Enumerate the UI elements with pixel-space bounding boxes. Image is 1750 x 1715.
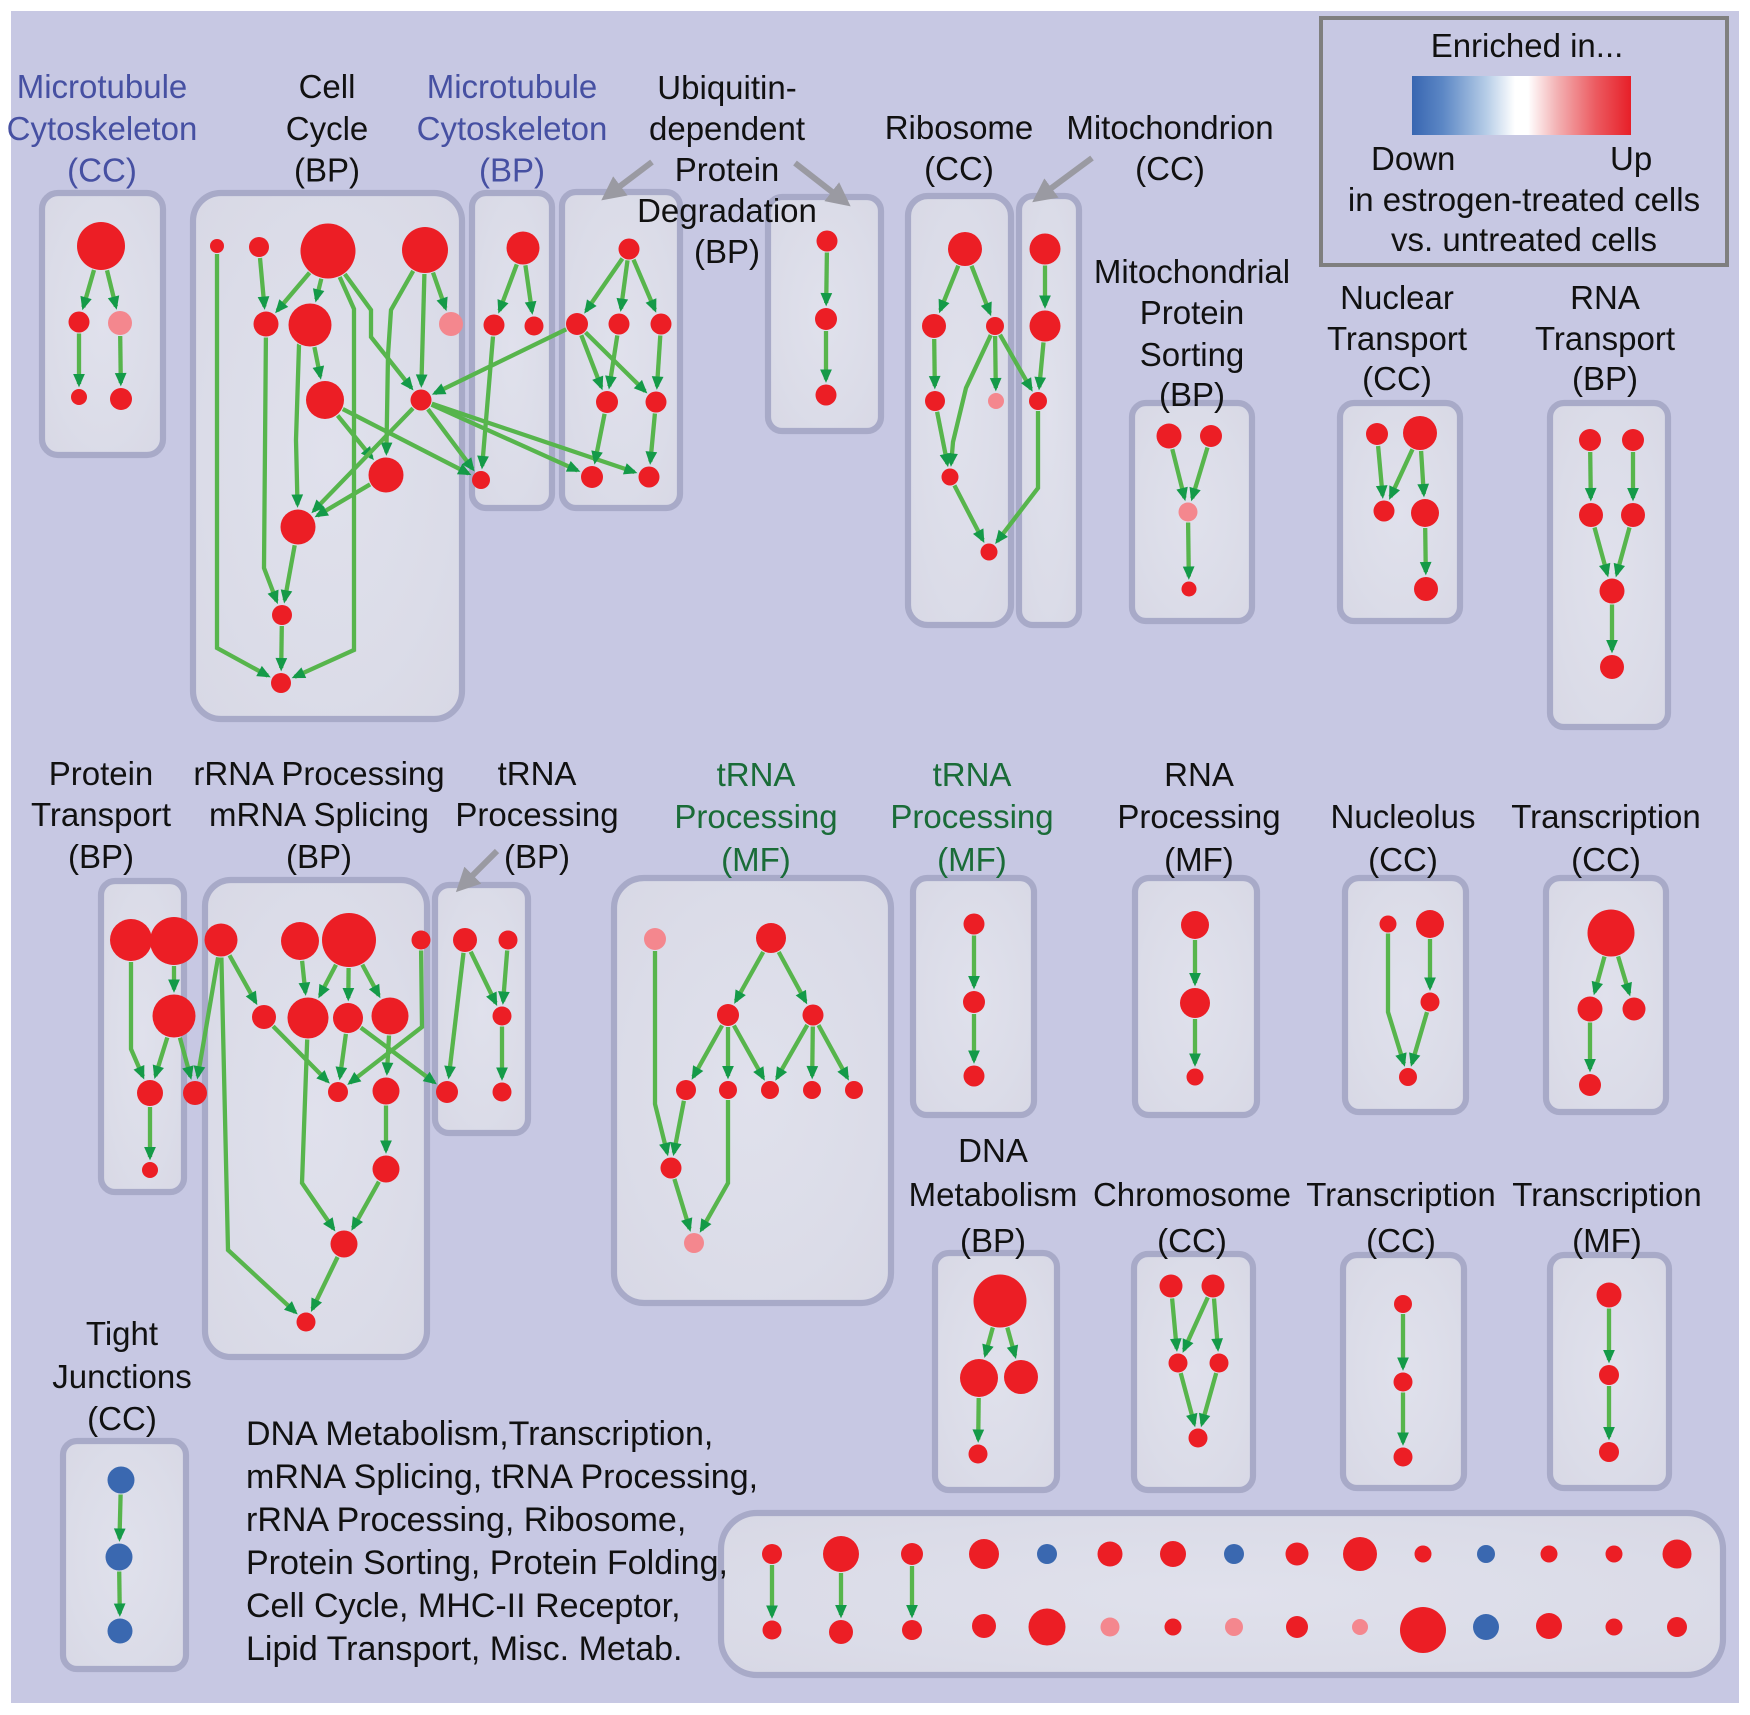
- svg-text:Chromosome: Chromosome: [1093, 1176, 1291, 1213]
- svg-text:Transport: Transport: [31, 796, 171, 833]
- svg-text:(MF): (MF): [1572, 1222, 1642, 1259]
- svg-text:RNA: RNA: [1164, 756, 1234, 793]
- svg-text:Cytoskeleton: Cytoskeleton: [7, 110, 198, 147]
- svg-text:Cytoskeleton: Cytoskeleton: [417, 110, 608, 147]
- svg-text:DNA: DNA: [958, 1132, 1028, 1169]
- svg-text:RNA: RNA: [1570, 279, 1640, 316]
- svg-text:(MF): (MF): [1164, 841, 1234, 878]
- svg-text:Cell Cycle, MHC-II Receptor,: Cell Cycle, MHC-II Receptor,: [246, 1587, 681, 1625]
- svg-text:Transport: Transport: [1327, 320, 1467, 357]
- svg-text:(CC): (CC): [1571, 841, 1641, 878]
- svg-text:tRNA: tRNA: [498, 755, 577, 792]
- svg-text:Cycle: Cycle: [286, 110, 369, 147]
- svg-text:(CC): (CC): [1366, 1222, 1436, 1259]
- svg-text:Protein: Protein: [675, 151, 780, 188]
- svg-text:(CC): (CC): [1362, 360, 1432, 397]
- svg-text:(BP): (BP): [294, 152, 360, 189]
- svg-text:(BP): (BP): [960, 1222, 1026, 1259]
- svg-text:Cell: Cell: [299, 68, 356, 105]
- svg-text:Processing: Processing: [890, 798, 1053, 835]
- svg-text:Protein: Protein: [1140, 294, 1245, 331]
- svg-text:Lipid Transport, Misc. Metab.: Lipid Transport, Misc. Metab.: [246, 1630, 683, 1668]
- svg-text:Up: Up: [1610, 140, 1652, 177]
- svg-text:Nuclear: Nuclear: [1340, 279, 1454, 316]
- svg-text:Ubiquitin-: Ubiquitin-: [657, 69, 796, 106]
- svg-text:Tight: Tight: [86, 1315, 158, 1352]
- svg-text:Transcription: Transcription: [1306, 1176, 1496, 1213]
- svg-text:(CC): (CC): [1157, 1222, 1227, 1259]
- svg-text:(CC): (CC): [1368, 841, 1438, 878]
- svg-text:vs. untreated cells: vs. untreated cells: [1391, 221, 1657, 258]
- svg-text:Transcription: Transcription: [1511, 798, 1701, 835]
- svg-text:mRNA Splicing, tRNA Processing: mRNA Splicing, tRNA Processing,: [246, 1458, 758, 1496]
- svg-text:(BP): (BP): [1572, 360, 1638, 397]
- svg-text:(BP): (BP): [1159, 376, 1225, 413]
- svg-text:Protein Sorting, Protein Foldi: Protein Sorting, Protein Folding,: [246, 1544, 728, 1582]
- svg-text:(MF): (MF): [937, 841, 1007, 878]
- svg-text:Processing: Processing: [1117, 798, 1280, 835]
- svg-text:in estrogen-treated cells: in estrogen-treated cells: [1348, 181, 1700, 218]
- svg-text:Processing: Processing: [455, 796, 618, 833]
- svg-text:mRNA Splicing: mRNA Splicing: [209, 796, 429, 833]
- svg-text:(CC): (CC): [87, 1400, 157, 1437]
- svg-text:Nucleolus: Nucleolus: [1331, 798, 1476, 835]
- svg-text:tRNA: tRNA: [717, 756, 796, 793]
- svg-text:Metabolism: Metabolism: [909, 1176, 1078, 1213]
- svg-text:(BP): (BP): [286, 838, 352, 875]
- svg-text:Transcription: Transcription: [1512, 1176, 1702, 1213]
- svg-text:(CC): (CC): [67, 152, 137, 189]
- svg-text:dependent: dependent: [649, 110, 805, 147]
- svg-text:Degradation: Degradation: [637, 192, 817, 229]
- svg-text:(BP): (BP): [504, 838, 570, 875]
- svg-text:Mitochondrion: Mitochondrion: [1066, 109, 1273, 146]
- svg-text:(CC): (CC): [1135, 150, 1205, 187]
- svg-text:(BP): (BP): [68, 838, 134, 875]
- svg-text:Protein: Protein: [49, 755, 154, 792]
- svg-text:Ribosome: Ribosome: [885, 109, 1034, 146]
- svg-text:(CC): (CC): [924, 150, 994, 187]
- svg-text:Processing: Processing: [674, 798, 837, 835]
- svg-text:(BP): (BP): [479, 152, 545, 189]
- svg-text:Sorting: Sorting: [1140, 336, 1245, 373]
- svg-text:rRNA Processing, Ribosome,: rRNA Processing, Ribosome,: [246, 1501, 686, 1539]
- svg-text:rRNA Processing: rRNA Processing: [193, 755, 444, 792]
- svg-text:(BP): (BP): [694, 233, 760, 270]
- svg-text:Mitochondrial: Mitochondrial: [1094, 253, 1290, 290]
- svg-text:Microtubule: Microtubule: [427, 68, 598, 105]
- svg-text:Junctions: Junctions: [52, 1358, 191, 1395]
- svg-text:(MF): (MF): [721, 841, 791, 878]
- svg-text:tRNA: tRNA: [933, 756, 1012, 793]
- svg-text:Transport: Transport: [1535, 320, 1675, 357]
- svg-text:Enriched in...: Enriched in...: [1431, 27, 1624, 64]
- svg-text:Microtubule: Microtubule: [17, 68, 188, 105]
- svg-text:Down: Down: [1371, 140, 1455, 177]
- svg-text:DNA Metabolism,Transcription,: DNA Metabolism,Transcription,: [246, 1415, 713, 1453]
